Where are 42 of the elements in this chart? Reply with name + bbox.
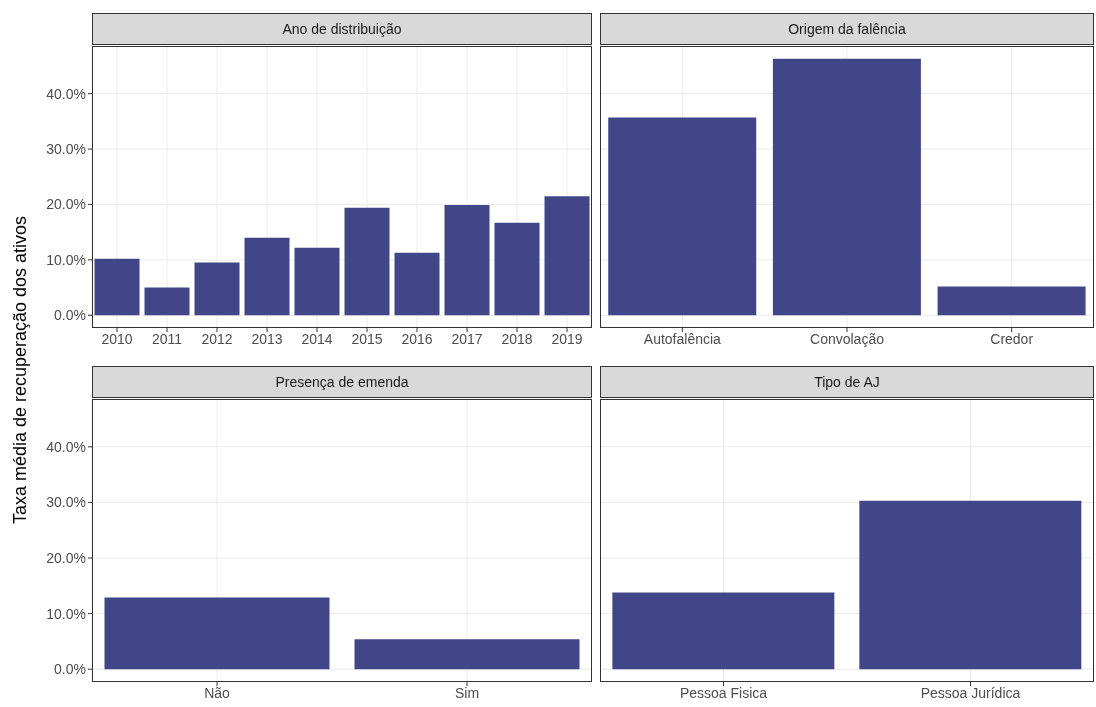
y-tick-label: 30.0% <box>46 141 86 158</box>
x-tick-label: 2010 <box>101 330 133 347</box>
bar <box>194 262 240 316</box>
x-tick-label: Sim <box>454 684 480 701</box>
bar <box>344 207 390 316</box>
bar <box>494 222 540 316</box>
bar <box>244 237 290 316</box>
bar <box>544 196 590 316</box>
x-tick-label: 2013 <box>251 330 283 347</box>
x-tick-label: Autofalência <box>643 330 722 347</box>
bar <box>94 258 140 316</box>
y-tick-label: 20.0% <box>46 549 86 566</box>
y-tick-label: 40.0% <box>46 438 86 455</box>
bar <box>444 205 490 316</box>
bar <box>394 252 440 316</box>
x-tick-label: Pessoa Jurídica <box>920 684 1021 701</box>
x-tick-label: 2015 <box>351 330 383 347</box>
x-tick-label: Pessoa Fisica <box>679 684 768 701</box>
x-tick-label: 2018 <box>501 330 533 347</box>
y-tick-label: 10.0% <box>46 251 86 268</box>
x-tick-label: Não <box>204 684 231 701</box>
x-tick-label: 2011 <box>151 330 183 347</box>
y-axis-title: Taxa média de recuperação dos ativos <box>9 215 31 525</box>
chart-title: Tipo de AJ <box>600 366 1094 398</box>
x-tick-label: 2012 <box>201 330 233 347</box>
x-tick-label: 2019 <box>551 330 583 347</box>
x-tick-label: 2016 <box>401 330 433 347</box>
y-tick-label: 40.0% <box>46 85 86 102</box>
chart-title: Ano de distribuição <box>92 13 592 45</box>
x-tick-label: 2014 <box>301 330 333 347</box>
y-tick-label: 0.0% <box>54 307 86 324</box>
x-tick-label: Convolação <box>810 330 885 347</box>
y-tick-label: 10.0% <box>46 605 86 622</box>
bar <box>144 287 190 316</box>
bar <box>294 247 340 316</box>
chart-title: Presença de emenda <box>92 366 592 398</box>
y-tick-label: 0.0% <box>54 661 86 678</box>
y-tick-label: 20.0% <box>46 196 86 213</box>
chart-title: Origem da falência <box>600 13 1094 45</box>
y-tick-label: 30.0% <box>46 494 86 511</box>
x-tick-label: 2017 <box>451 330 483 347</box>
x-tick-label: Credor <box>990 330 1034 347</box>
